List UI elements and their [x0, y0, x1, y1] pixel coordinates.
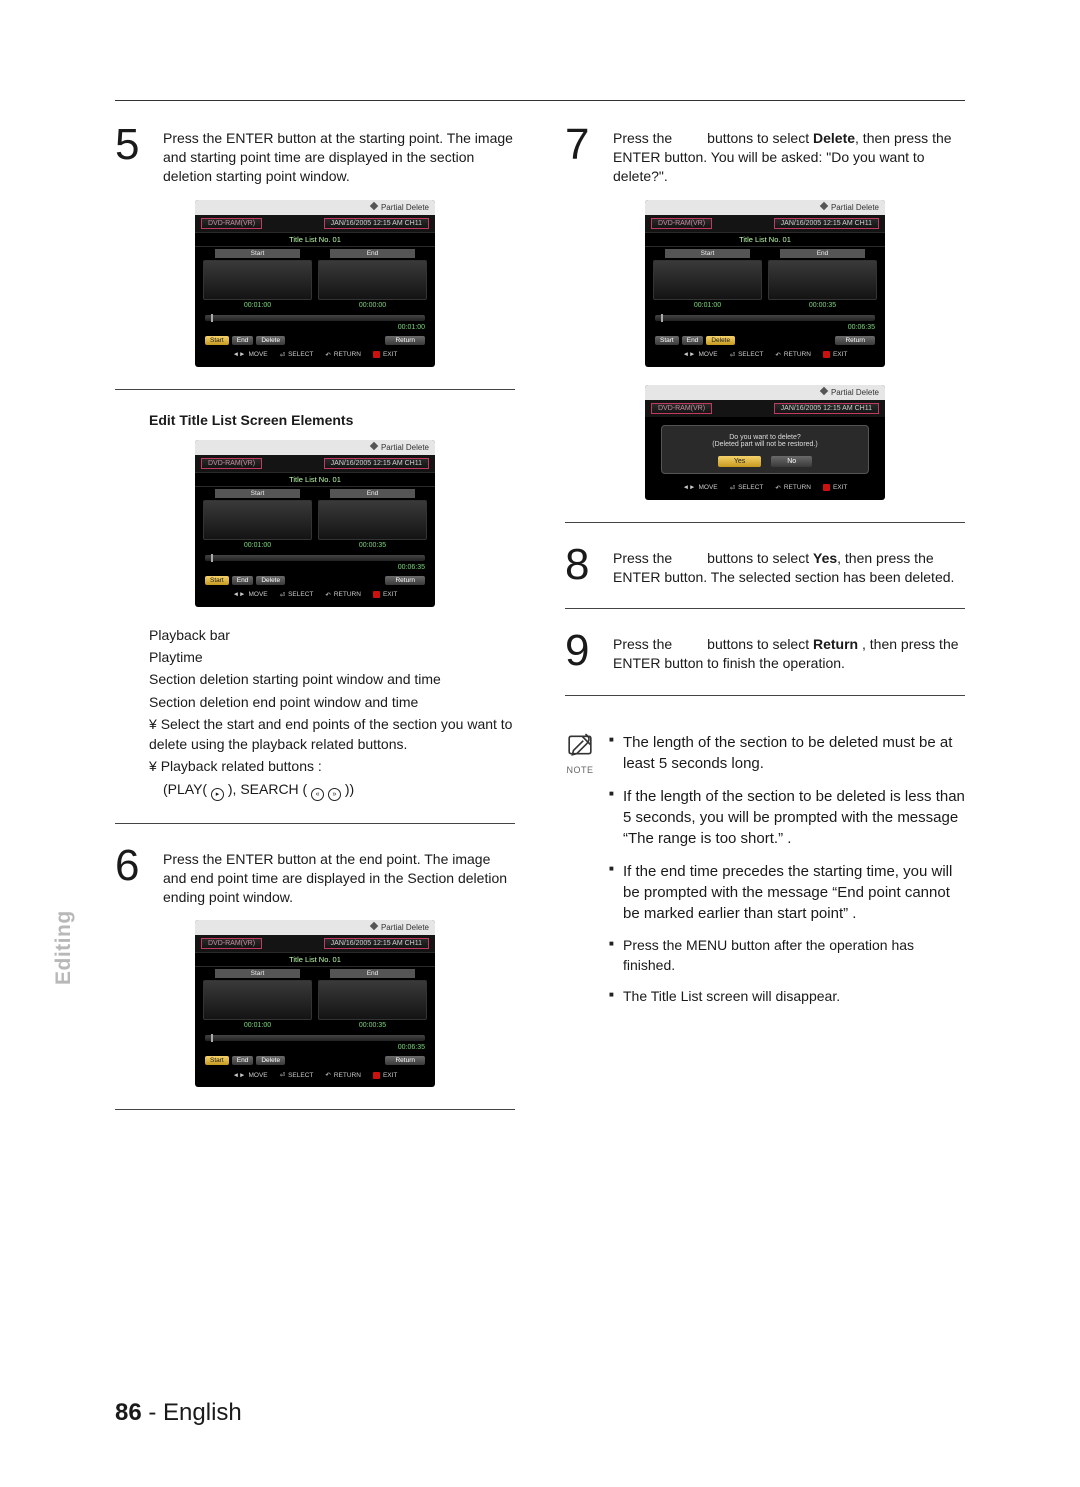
osd-mock: Partial Delete DVD-RAM(VR) JAN/16/2005 1… [195, 200, 435, 367]
osd-btn-return: Return [385, 336, 425, 345]
search-rew-icon: « [311, 788, 324, 801]
note-item-5: The Title List screen will disappear. [609, 987, 965, 1007]
edit-elements-heading: Edit Title List Screen Elements [149, 412, 515, 428]
screenshot-step7b: Partial Delete DVD-RAM(VR) JAN/16/2005 1… [565, 385, 965, 500]
dialog-no: No [771, 456, 812, 467]
step-8: 8 Press the buttons to select Yes, then … [565, 545, 965, 587]
step-5-number: 5 [115, 125, 153, 165]
legend-bullet-1: ¥ Select the start and end points of the… [149, 714, 515, 755]
legend-list: Playback bar Playtime Section deletion s… [149, 625, 515, 801]
step-5: 5 Press the ENTER button at the starting… [115, 125, 515, 186]
legend-4: Section deletion end point window and ti… [149, 692, 515, 712]
step-8-text: Press the buttons to select Yes, then pr… [613, 545, 965, 587]
step-9-number: 9 [565, 631, 603, 671]
screenshot-step6: Partial Delete DVD-RAM(VR) JAN/16/2005 1… [115, 920, 515, 1087]
dialog-line1: Do you want to delete? [668, 434, 862, 441]
screenshot-step7a: Partial Delete DVD-RAM(VR) JAN/16/2005 1… [565, 200, 965, 367]
start-preview: Start 00:01:00 [203, 249, 312, 309]
legend-3: Section deletion starting point window a… [149, 669, 515, 689]
note-icon: NOTE [565, 732, 595, 1019]
screenshot-elements: Partial Delete DVD-RAM(VR) JAN/16/2005 1… [115, 440, 515, 607]
divider [115, 1109, 515, 1110]
divider [565, 608, 965, 609]
note-item-1: The length of the section to be deleted … [609, 732, 965, 774]
note-item-4: Press the MENU button after the operatio… [609, 936, 965, 975]
note-block: NOTE The length of the section to be del… [565, 732, 965, 1019]
step-5-text: Press the ENTER button at the starting p… [163, 125, 515, 186]
screenshot-step5: Partial Delete DVD-RAM(VR) JAN/16/2005 1… [115, 200, 515, 367]
osd-hint-bar: ◄► MOVE ⏎ SELECT ↶ RETURN EXIT [195, 349, 435, 363]
divider [565, 695, 965, 696]
osd-btn-start: Start [205, 336, 229, 345]
note-item-2: If the length of the section to be delet… [609, 786, 965, 849]
osd-btn-delete: Delete [256, 336, 285, 345]
step-7-number: 7 [565, 125, 603, 165]
step-6: 6 Press the ENTER button at the end poin… [115, 846, 515, 907]
step-9-text: Press the buttons to select Return , the… [613, 631, 965, 673]
osd-btn-end: End [232, 336, 254, 345]
step-7: 7 Press the buttons to select Delete, th… [565, 125, 965, 186]
manual-page: Editing 5 Press the ENTER button at the … [0, 0, 1080, 1487]
dialog-yes: Yes [718, 456, 761, 467]
legend-2: Playtime [149, 647, 515, 667]
osd-mock: Partial Delete DVD-RAM(VR) JAN/16/2005 1… [195, 440, 435, 607]
note-items: The length of the section to be deleted … [609, 732, 965, 1019]
two-column-layout: 5 Press the ENTER button at the starting… [115, 125, 965, 1132]
play-time: 00:01:00 [205, 321, 425, 331]
right-column: 7 Press the buttons to select Delete, th… [565, 125, 965, 1132]
page-language: English [163, 1399, 242, 1426]
step-6-text: Press the ENTER button at the end point.… [163, 846, 515, 907]
end-preview: End 00:00:00 [318, 249, 427, 309]
page-number: 86 [115, 1399, 142, 1426]
divider [565, 522, 965, 523]
section-tab-editing: Editing [52, 910, 76, 985]
note-item-3: If the end time precedes the starting ti… [609, 861, 965, 924]
step-8-number: 8 [565, 545, 603, 585]
step-9: 9 Press the buttons to select Return , t… [565, 631, 965, 673]
legend-play-search: (PLAY( ▸ ), SEARCH ( « » )) [149, 779, 515, 801]
page-footer: 86 - English [115, 1399, 242, 1427]
start-time: 00:01:00 [203, 302, 312, 309]
legend-bullet-2: ¥ Playback related buttons : [149, 756, 515, 776]
left-column: 5 Press the ENTER button at the starting… [115, 125, 515, 1132]
divider [115, 823, 515, 824]
divider [115, 389, 515, 390]
dialog-line2: (Deleted part will not be restored.) [668, 441, 862, 448]
legend-1: Playback bar [149, 625, 515, 645]
play-icon: ▸ [211, 788, 224, 801]
top-rule [115, 100, 965, 101]
step-7-text: Press the buttons to select Delete, then… [613, 125, 965, 186]
step-6-number: 6 [115, 846, 153, 886]
dvd-badge: DVD-RAM(VR) [201, 218, 262, 229]
osd-title: Partial Delete [381, 203, 429, 212]
end-time: 00:00:00 [318, 302, 427, 309]
title-list-label: Title List No. 01 [195, 232, 435, 247]
search-ff-icon: » [328, 788, 341, 801]
rec-badge: JAN/16/2005 12:15 AM CH11 [324, 218, 429, 229]
confirm-dialog: Do you want to delete? (Deleted part wil… [661, 425, 869, 474]
